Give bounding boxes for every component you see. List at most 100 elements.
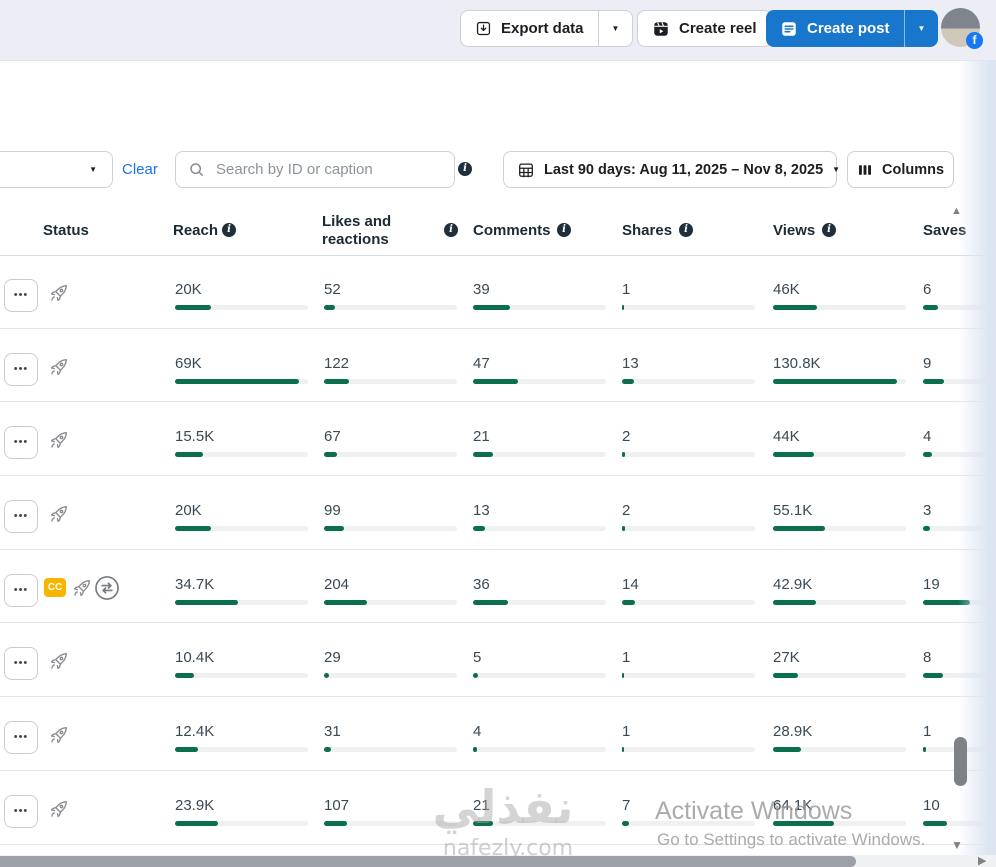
metric-cell: 27K (773, 623, 906, 696)
table-row: ••• CC 34.7K 204 36 14 42.9K 19 (0, 550, 996, 624)
columns-icon (857, 162, 873, 178)
table-edge-fade (958, 60, 996, 855)
more-options-button[interactable]: ••• (4, 426, 38, 460)
likes-info-icon[interactable]: i (444, 223, 458, 237)
metric-value: 99 (324, 502, 341, 520)
more-options-button[interactable]: ••• (4, 352, 38, 386)
export-data-label: Export data (501, 20, 584, 37)
metric-bar-fill (473, 820, 493, 826)
metric-bar (773, 599, 906, 605)
metric-value: 55.1K (773, 502, 813, 520)
column-header-comments: Comments (473, 222, 551, 239)
profile-avatar[interactable]: f (941, 8, 983, 49)
boost-rocket-icon[interactable] (71, 577, 93, 604)
topbar: Export data ▼ Create reel Create post ▼ (0, 0, 996, 61)
boost-rocket-icon[interactable] (48, 503, 70, 530)
shares-info-icon[interactable]: i (679, 223, 693, 237)
scroll-right-arrow[interactable]: ▶ (978, 855, 987, 867)
table-row: ••• 20K 52 39 1 46K 6 (0, 255, 996, 329)
captions-cc-badge: CC (44, 577, 66, 597)
horizontal-scrollbar-thumb[interactable] (0, 856, 856, 867)
create-reel-button[interactable]: Create reel (637, 10, 772, 47)
reach-info-icon[interactable]: i (222, 223, 236, 237)
metric-cell: 20K (175, 476, 308, 549)
metric-bar (622, 305, 755, 310)
metric-bar (622, 526, 755, 532)
metric-cell: 28.9K (773, 697, 906, 770)
metric-bar (473, 305, 606, 310)
metric-bar (622, 747, 755, 753)
metric-bar (473, 599, 606, 605)
metric-bar (773, 820, 906, 826)
boost-rocket-icon[interactable] (48, 356, 70, 383)
metric-bar (324, 452, 457, 458)
more-options-button[interactable]: ••• (4, 279, 38, 312)
clear-filters-link[interactable]: Clear (122, 161, 158, 178)
export-data-button[interactable]: Export data (461, 11, 598, 46)
metric-value: 36 (473, 575, 490, 593)
metric-cell: 204 (324, 550, 457, 623)
caret-down-icon: ▼ (611, 23, 620, 33)
metric-cell: 4 (473, 697, 606, 770)
metric-value: 3 (923, 502, 932, 520)
table-row: ••• 20K 99 13 2 55.1K 3 (0, 476, 996, 550)
export-options-caret-button[interactable]: ▼ (599, 11, 633, 46)
metric-value: 46K (773, 281, 800, 298)
boost-rocket-icon[interactable] (48, 650, 70, 677)
metric-bar-fill (622, 820, 629, 826)
metric-bar-fill (773, 378, 897, 384)
more-options-button[interactable]: ••• (4, 647, 38, 681)
metric-value: 52 (324, 281, 341, 298)
metric-bar (622, 599, 755, 605)
create-reel-label: Create reel (679, 20, 757, 37)
metric-bar-fill (773, 599, 816, 605)
filter-dropdown[interactable]: ▼ (0, 151, 113, 188)
metric-bar-fill (175, 747, 198, 753)
metric-value: 9 (923, 354, 932, 372)
metric-bar (773, 305, 906, 310)
comments-info-icon[interactable]: i (557, 223, 571, 237)
metric-value: 10.4K (175, 649, 215, 667)
post-icon (780, 20, 798, 38)
create-post-options-caret-button[interactable]: ▼ (905, 10, 939, 47)
table-row: ••• 10.4K 29 5 1 27K 8 (0, 623, 996, 698)
metric-value: 20K (175, 502, 202, 520)
metric-cell: 13 (622, 329, 755, 402)
more-options-button[interactable]: ••• (4, 573, 38, 607)
metric-bar (175, 673, 308, 679)
metric-value: 20K (175, 281, 202, 298)
boost-rocket-icon[interactable] (48, 724, 70, 751)
metric-cell: 99 (324, 476, 457, 549)
export-icon (475, 20, 492, 37)
metric-value: 10 (923, 796, 940, 814)
boost-rocket-icon[interactable] (48, 282, 70, 309)
more-options-button[interactable]: ••• (4, 500, 38, 534)
metric-bar (175, 526, 308, 532)
metric-value: 8 (923, 649, 932, 667)
vertical-scrollbar-thumb[interactable] (954, 737, 967, 786)
crosspost-swap-icon[interactable] (94, 575, 120, 606)
metric-bar (175, 747, 308, 753)
metric-bar (773, 673, 906, 679)
date-range-button[interactable]: Last 90 days: Aug 11, 2025 – Nov 8, 2025… (503, 151, 840, 188)
table-header: Status Reach i Likes and reactions i Com… (0, 205, 996, 256)
scroll-down-arrow[interactable]: ▼ (951, 838, 963, 852)
scroll-up-arrow[interactable]: ▲ (951, 205, 962, 217)
boost-rocket-icon[interactable] (48, 429, 70, 456)
search-info-icon[interactable]: i (458, 162, 472, 176)
more-options-button[interactable]: ••• (4, 794, 38, 828)
metric-bar (324, 820, 457, 826)
metric-cell: 64.1K (773, 771, 906, 844)
create-post-button[interactable]: Create post (766, 10, 904, 47)
divider (597, 11, 599, 46)
search-input[interactable] (214, 160, 442, 179)
boost-rocket-icon[interactable] (48, 798, 70, 825)
views-info-icon[interactable]: i (822, 223, 836, 237)
columns-button[interactable]: Columns (847, 151, 954, 188)
metric-value: 28.9K (773, 723, 813, 741)
metric-value: 19 (923, 575, 940, 593)
metric-cell: 2 (622, 402, 755, 475)
more-options-button[interactable]: ••• (4, 721, 38, 755)
metric-bar (473, 673, 606, 679)
metric-bar-fill (923, 820, 947, 826)
